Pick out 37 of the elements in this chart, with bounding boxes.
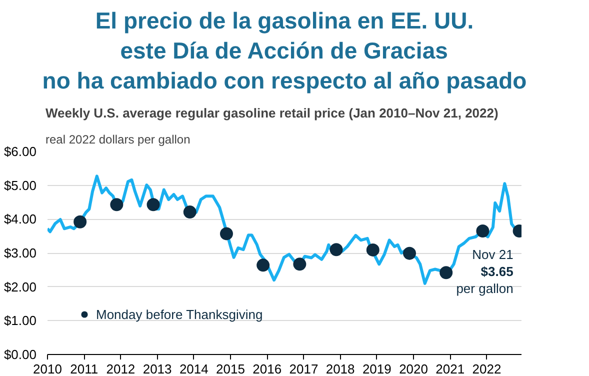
y-tick-label: $6.00 (4, 144, 37, 159)
x-tick-label: 2016 (252, 362, 282, 376)
x-tick-label: 2011 (70, 362, 98, 376)
x-tick-label: 2014 (179, 362, 208, 376)
x-tick-label: 2022 (472, 362, 502, 376)
annotation: Nov 21 $3.65 per gallon (456, 247, 514, 296)
chart-title: El precio de la gasolina en EE. UU. este Día de Acción de Gracias no ha cambiado con respecto al año pasado (42, 8, 527, 94)
x-tick-label: 2013 (142, 362, 172, 376)
point (476, 224, 490, 238)
x-tick-label: 2010 (33, 362, 62, 376)
y-axis-title: real 2022 dollars per gallon (46, 132, 190, 146)
point (366, 243, 380, 256)
x-tick-label: 2019 (362, 362, 392, 376)
y-tick-label: $1.00 (4, 313, 37, 328)
x-tick-label: 2018 (326, 362, 355, 376)
point (183, 206, 196, 219)
y-tick-label: $3.00 (4, 246, 37, 260)
point (402, 246, 416, 260)
point (440, 266, 453, 280)
x-tick-label: 2021 (436, 362, 465, 376)
point (220, 227, 233, 240)
y-tick-label: $0.00 (4, 347, 37, 362)
x-tick-label: 2017 (289, 362, 318, 376)
y-tick-label: $5.00 (4, 178, 37, 193)
point (293, 258, 306, 271)
point (146, 198, 160, 212)
point (330, 243, 343, 256)
y-tick-label: $4.00 (4, 212, 37, 227)
point (256, 258, 270, 272)
x-tick-label: 2012 (106, 362, 136, 376)
legend-label: Monday before Thanksgiving (96, 306, 263, 322)
chart-subtitle: Weekly U.S. average regular gasoline retail price (Jan 2010–Nov 21, 2022) (46, 106, 498, 120)
x-tick-label: 2015 (216, 362, 245, 376)
y-tick-label: $2.00 (4, 279, 37, 294)
x-tick-label: 2020 (399, 362, 428, 376)
point (74, 215, 87, 228)
point (110, 198, 124, 212)
